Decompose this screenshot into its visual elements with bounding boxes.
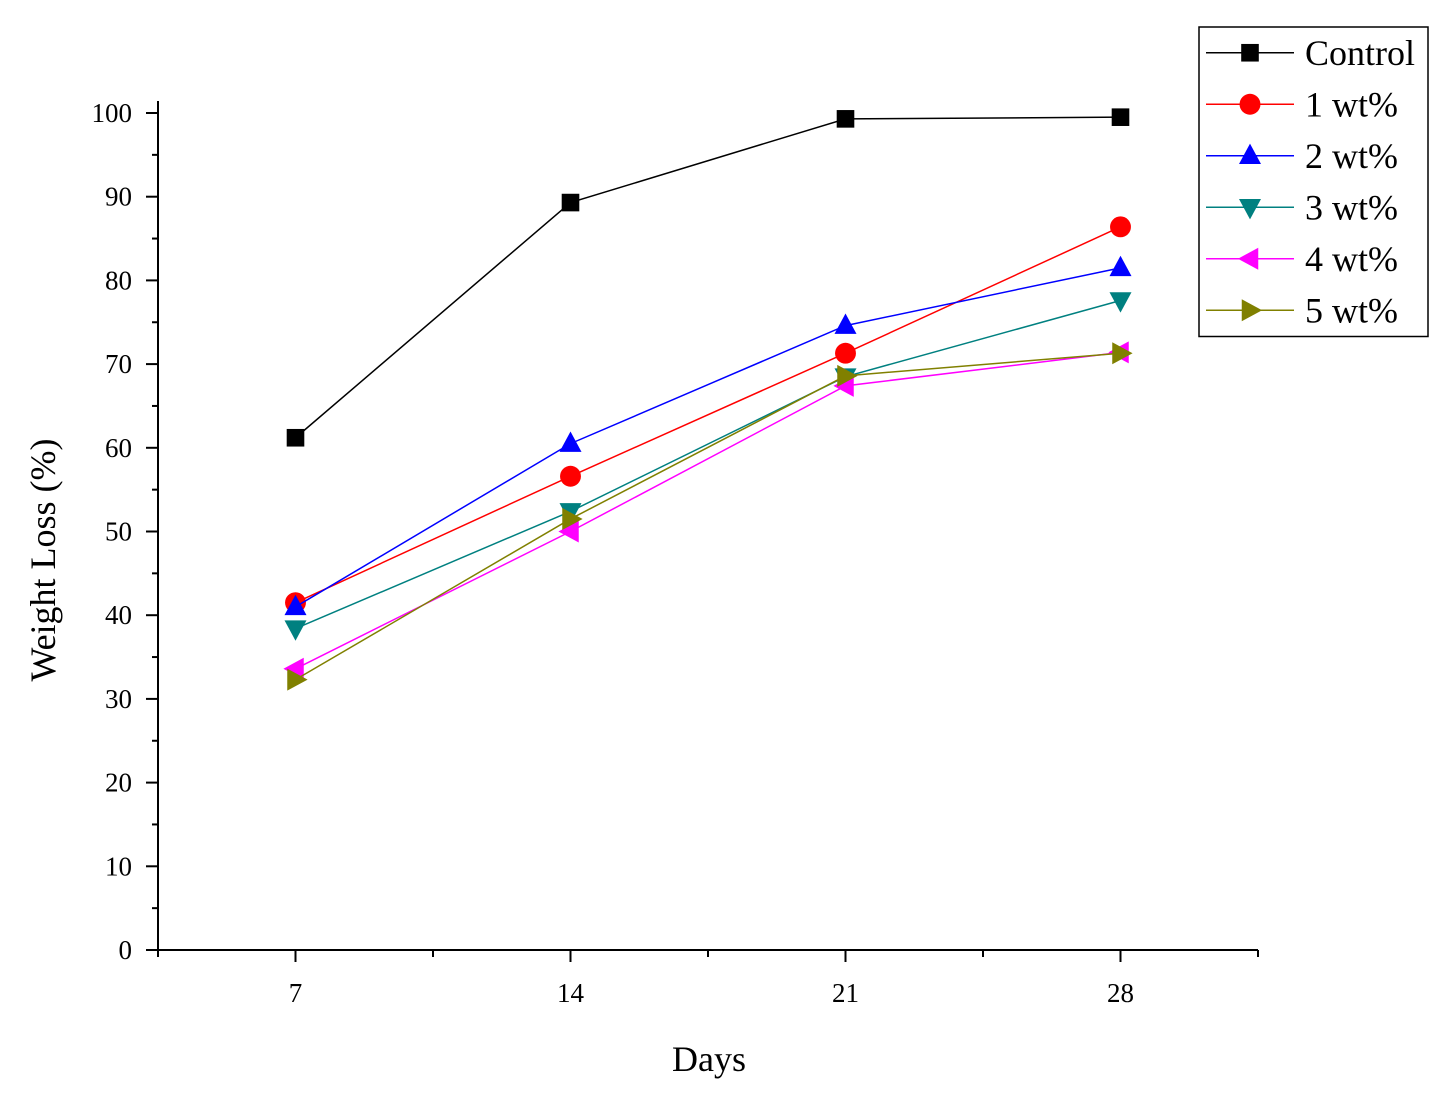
x-axis-title: Days	[672, 1039, 746, 1079]
series-line	[295, 352, 1121, 681]
y-tick-label: 60	[105, 433, 132, 463]
legend-label: 3 wt%	[1305, 187, 1398, 227]
series-line	[295, 299, 1121, 630]
data-point-marker	[1239, 93, 1261, 115]
data-point-marker	[1239, 199, 1261, 220]
series-5	[287, 342, 1133, 691]
data-point-marker	[834, 313, 857, 334]
series-line	[295, 116, 1121, 439]
y-tick-label: 40	[105, 600, 132, 630]
x-tick-label: 28	[1107, 978, 1134, 1008]
series-line	[295, 226, 1121, 604]
y-tick-label: 90	[105, 182, 132, 212]
legend-box	[1198, 26, 1429, 338]
data-point-marker	[837, 364, 858, 387]
data-point-marker	[1111, 108, 1130, 126]
series-line	[295, 267, 1121, 608]
y-tick-label: 100	[92, 98, 133, 128]
data-point-marker	[1110, 216, 1131, 238]
legend-label: Control	[1305, 33, 1415, 73]
legend-entry: 5 wt%	[1206, 290, 1398, 330]
data-point-marker	[1241, 43, 1259, 62]
y-tick-label: 70	[105, 349, 132, 379]
data-point-marker	[284, 594, 307, 616]
data-point-marker	[1241, 299, 1263, 322]
legend-label: 4 wt%	[1305, 239, 1398, 279]
data-point-marker	[1237, 247, 1259, 270]
legend-label: 2 wt%	[1305, 136, 1398, 176]
y-tick-label: 80	[105, 265, 132, 295]
x-tick-label: 14	[557, 978, 585, 1008]
data-point-marker	[558, 520, 579, 543]
legend-entry: 1 wt%	[1206, 84, 1398, 124]
series-2	[284, 255, 1132, 616]
y-tick-label: 20	[105, 768, 132, 798]
legend-label: 1 wt%	[1305, 84, 1398, 124]
data-point-marker	[560, 465, 581, 487]
data-point-marker	[1112, 342, 1133, 365]
y-tick-label: 0	[119, 935, 133, 965]
data-point-marker	[287, 668, 308, 691]
legend-entry: 3 wt%	[1206, 187, 1398, 227]
data-point-marker	[562, 507, 583, 530]
y-tick-label: 50	[105, 517, 132, 547]
data-point-marker	[284, 620, 307, 641]
data-point-marker	[1109, 255, 1132, 277]
data-point-marker	[283, 657, 304, 680]
legend-label: 5 wt%	[1305, 290, 1398, 330]
axes: 0 10 20 30 40 50 60 70 80 90 100 7 14 21 28	[92, 98, 1259, 1008]
data-point-marker	[1109, 292, 1132, 313]
legend-entry: Control	[1206, 33, 1415, 73]
x-tick-label: 21	[832, 978, 859, 1008]
data-point-marker	[836, 110, 855, 128]
x-tick-label: 7	[289, 978, 303, 1008]
legend: Control 1 wt% 2 wt% 3 wt% 4 wt% 5 wt%	[1198, 26, 1429, 338]
series-0	[286, 108, 1130, 447]
data-point-marker	[835, 342, 856, 364]
data-point-marker	[286, 428, 305, 447]
y-axis-title: Weight Loss (%)	[23, 438, 63, 681]
data-point-marker	[559, 431, 582, 452]
legend-entry: 4 wt%	[1206, 239, 1398, 279]
legend-entry: 2 wt%	[1206, 136, 1398, 176]
data-point-marker	[561, 193, 580, 212]
data-point-marker	[1239, 143, 1261, 164]
series-layer	[283, 108, 1133, 691]
y-tick-label: 30	[105, 684, 132, 714]
y-tick-label: 10	[105, 851, 132, 881]
